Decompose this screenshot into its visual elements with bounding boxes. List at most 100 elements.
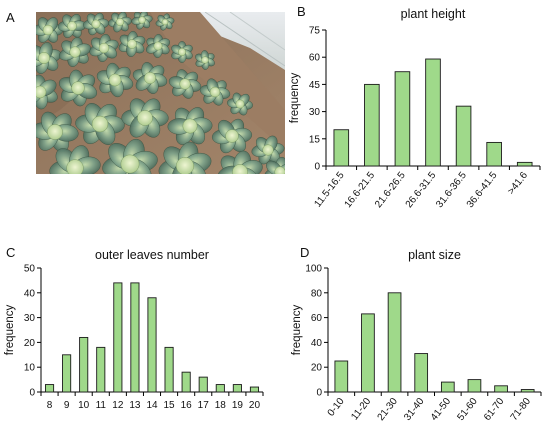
cabbage-plant [121,98,169,138]
chart-d-xtick-label: 11-20 [349,396,373,423]
chart-c-bar [147,297,157,393]
chart-b-ylabel: frequency [289,73,301,124]
chart-c-bar [62,354,72,393]
chart-c-bar [249,386,260,393]
chart-b-xtick-label: 21.6-26.5 [373,170,408,210]
chart-b-bar [455,105,472,167]
chart-d-bar [440,381,455,393]
chart-b-title: plant height [401,7,466,21]
cabbage-plant [211,118,253,154]
chart-b-xtick-label: 31.6-36.5 [434,170,469,210]
chart-d-xtick-label: 71-80 [509,396,534,423]
chart-b-bar [394,71,411,167]
chart-d-ylabel: frequency [291,305,303,356]
cabbage-plant [171,41,193,63]
cabbage-plant [131,12,153,30]
chart-c-ytick-label: 20 [24,338,36,349]
cabbage-plant [57,13,87,39]
chart-d-bar [467,379,482,393]
chart-b-xtick-label: 36.6-41.5 [465,170,500,210]
cabbage-plant [82,12,110,36]
chart-d-title: plant size [408,248,461,262]
cabbage-plant [155,13,175,31]
chart-c-ytick-label: 50 [24,264,36,275]
panel-label-a: A [6,10,15,25]
chart-d-bar [414,353,429,393]
chart-c-bar [79,336,89,393]
cabbage-plant [199,78,231,106]
chart-c-bar [232,384,242,393]
cabbage-plant [36,17,64,43]
cabbage-plant [195,50,215,70]
chart-d-ytick-label: 20 [311,363,323,374]
chart-b-xtick-label: 16.6-21.5 [343,170,378,210]
chart-d-bar [387,292,402,393]
cabbage-plant [89,33,119,63]
cabbage-plant [108,12,132,33]
chart-d-ytick-label: 100 [305,264,322,275]
chart-d-xtick-label: 31-40 [402,396,427,423]
chart-c-xtick-label: 17 [198,400,210,411]
panel-label-d: D [300,245,309,260]
chart-d-bar [520,389,535,393]
chart-c-xtick-label: 13 [129,400,141,411]
chart-c-bar [215,384,225,393]
cabbage-plant [158,141,212,174]
cabbage-plant [217,150,263,174]
chart-c-xtick-label: 16 [181,400,193,411]
cabbage-plant [132,62,168,94]
chart-c-title: outer leaves number [95,248,209,262]
cabbage-plant [96,62,134,98]
cabbage-plant [36,74,58,110]
chart-d-ytick-label: 80 [311,288,323,299]
cabbage-plant [251,135,285,165]
chart-c-ytick-label: 40 [24,288,36,299]
chart-c-bar [113,282,123,393]
chart-c-xtick-label: 8 [47,400,53,411]
chart-d-bar [361,313,375,393]
chart-b-bar [425,58,441,167]
chart-b-bar [486,141,502,167]
cabbage-plant [168,69,202,99]
chart-b-xtick-label: >41.6 [506,170,531,197]
chart-b-ytick-label: 30 [309,107,321,118]
chart-c-xtick-label: 14 [146,400,158,411]
chart-b-ytick-label: 0 [314,162,320,173]
chart-b-xtick-label: 26.6-31.5 [404,170,439,210]
chart-b-ytick-label: 60 [309,53,321,64]
cabbage-plant [36,42,62,74]
chart-d-bar [334,360,349,393]
chart-d-ytick-label: 60 [311,313,323,324]
chart-b-bar [364,83,380,167]
chart-c-ytick-label: 10 [24,363,36,374]
cabbage-plant [59,37,91,67]
cabbage-plant [167,107,213,145]
chart-c-xtick-label: 15 [164,400,176,411]
panel-label-c: C [6,245,15,260]
chart-c-xtick-label: 12 [112,400,124,411]
chart-c-bar [198,376,208,393]
cabbage-plant [49,145,101,174]
chart-c-xtick-label: 10 [78,400,90,411]
cabbage-field-photo [36,12,285,174]
chart-d-xtick-label: 61-70 [482,396,507,423]
chart-c-bar [130,282,140,393]
chart-d-ytick-label: 40 [311,338,323,349]
chart-d-xtick-label: 41-50 [429,396,454,423]
chart-d-xtick-label: 51-60 [455,396,480,423]
panel-label-b: B [297,4,306,19]
chart-d-xtick-label: 21-30 [376,396,401,423]
chart-c-bar [44,384,55,393]
chart-b-ytick-label: 15 [309,134,321,145]
chart-c-ytick-label: 30 [24,313,36,324]
chart-d-ytick-label: 0 [316,388,322,399]
chart-b-bar [516,161,533,167]
cabbage-plant [118,31,146,57]
chart-c-xtick-label: 9 [64,400,70,411]
chart-b-ytick-label: 45 [309,80,321,91]
chart-d-xtick-label: 0-10 [326,396,347,419]
